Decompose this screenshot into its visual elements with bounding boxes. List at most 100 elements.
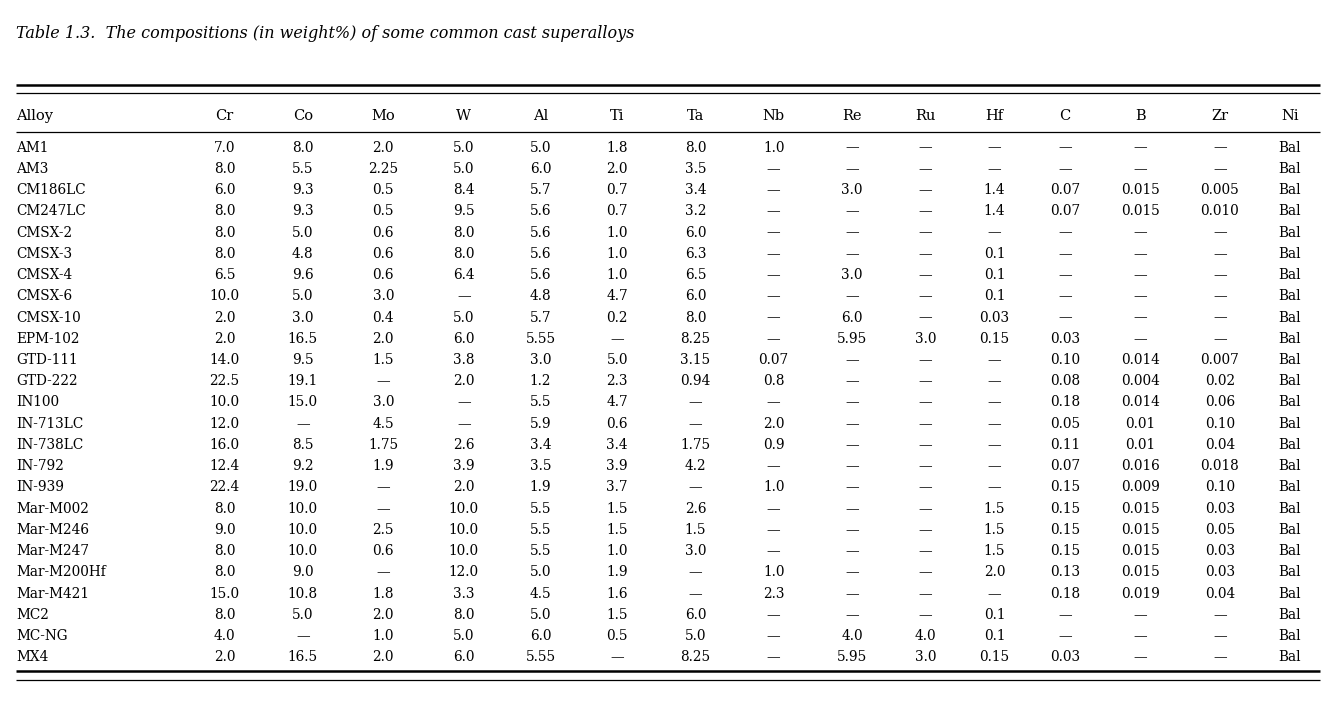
Text: Re: Re (843, 109, 861, 123)
Text: 10.0: 10.0 (287, 544, 318, 558)
Text: —: — (987, 587, 1001, 600)
Text: CMSX-4: CMSX-4 (16, 268, 72, 282)
Text: Ti: Ti (610, 109, 625, 123)
Text: 2.3: 2.3 (606, 375, 629, 388)
Text: —: — (918, 375, 933, 388)
Text: —: — (1213, 651, 1227, 664)
Text: 10.0: 10.0 (210, 290, 239, 303)
Text: 0.04: 0.04 (1205, 587, 1235, 600)
Text: 8.0: 8.0 (214, 205, 235, 218)
Text: —: — (1213, 608, 1227, 622)
Text: 3.9: 3.9 (453, 459, 474, 473)
Text: —: — (610, 651, 625, 664)
Text: 1.0: 1.0 (763, 566, 784, 579)
Text: 8.25: 8.25 (680, 651, 711, 664)
Text: Ni: Ni (1281, 109, 1298, 123)
Text: 19.1: 19.1 (287, 375, 318, 388)
Text: Cr: Cr (215, 109, 234, 123)
Text: 5.6: 5.6 (530, 247, 552, 261)
Text: —: — (1134, 332, 1147, 346)
Text: 0.07: 0.07 (759, 353, 788, 367)
Text: 5.0: 5.0 (530, 141, 552, 154)
Text: Mar-M247: Mar-M247 (16, 544, 89, 558)
Text: —: — (918, 247, 933, 261)
Text: IN100: IN100 (16, 396, 58, 409)
Text: 0.015: 0.015 (1120, 544, 1160, 558)
Text: —: — (1058, 247, 1073, 261)
Text: —: — (767, 183, 780, 197)
Text: —: — (457, 290, 470, 303)
Text: 6.0: 6.0 (453, 332, 474, 346)
Text: —: — (918, 608, 933, 622)
Text: Nb: Nb (763, 109, 784, 123)
Text: 0.03: 0.03 (1050, 332, 1080, 346)
Text: 4.0: 4.0 (214, 629, 235, 643)
Text: 0.6: 0.6 (372, 247, 393, 261)
Text: 1.5: 1.5 (983, 502, 1005, 515)
Text: —: — (845, 226, 859, 239)
Text: 5.0: 5.0 (292, 290, 314, 303)
Text: 0.03: 0.03 (1205, 544, 1235, 558)
Text: 6.5: 6.5 (214, 268, 235, 282)
Text: —: — (1134, 651, 1147, 664)
Text: 3.0: 3.0 (372, 396, 393, 409)
Text: —: — (1213, 629, 1227, 643)
Text: 1.0: 1.0 (606, 247, 629, 261)
Text: 4.5: 4.5 (530, 587, 552, 600)
Text: CMSX-2: CMSX-2 (16, 226, 72, 239)
Text: —: — (918, 205, 933, 218)
Text: 5.6: 5.6 (530, 226, 552, 239)
Text: 5.5: 5.5 (530, 502, 552, 515)
Text: 3.0: 3.0 (684, 544, 706, 558)
Text: 10.0: 10.0 (287, 523, 318, 537)
Text: 0.03: 0.03 (1205, 566, 1235, 579)
Text: 0.10: 0.10 (1205, 481, 1235, 494)
Text: 0.015: 0.015 (1120, 183, 1160, 197)
Text: 0.13: 0.13 (1050, 566, 1080, 579)
Text: —: — (457, 396, 470, 409)
Text: Bal: Bal (1278, 268, 1301, 282)
Text: Mar-M002: Mar-M002 (16, 502, 89, 515)
Text: 0.015: 0.015 (1120, 205, 1160, 218)
Text: —: — (1213, 141, 1227, 154)
Text: 0.009: 0.009 (1120, 481, 1160, 494)
Text: 8.0: 8.0 (214, 226, 235, 239)
Text: 2.0: 2.0 (372, 608, 393, 622)
Text: —: — (987, 481, 1001, 494)
Text: 12.0: 12.0 (210, 417, 239, 430)
Text: —: — (845, 162, 859, 176)
Text: —: — (457, 417, 470, 430)
Text: 9.3: 9.3 (292, 205, 314, 218)
Text: —: — (1134, 162, 1147, 176)
Text: 0.05: 0.05 (1205, 523, 1235, 537)
Text: 2.6: 2.6 (453, 438, 474, 452)
Text: 0.6: 0.6 (372, 544, 393, 558)
Text: 5.5: 5.5 (292, 162, 314, 176)
Text: —: — (918, 417, 933, 430)
Text: 0.016: 0.016 (1120, 459, 1160, 473)
Text: GTD-111: GTD-111 (16, 353, 77, 367)
Text: 3.5: 3.5 (530, 459, 552, 473)
Text: —: — (918, 311, 933, 324)
Text: 1.0: 1.0 (372, 629, 393, 643)
Text: 1.5: 1.5 (606, 608, 629, 622)
Text: 5.55: 5.55 (525, 332, 556, 346)
Text: 0.015: 0.015 (1120, 523, 1160, 537)
Text: 0.5: 0.5 (372, 183, 393, 197)
Text: GTD-222: GTD-222 (16, 375, 77, 388)
Text: 8.0: 8.0 (453, 226, 474, 239)
Text: 1.0: 1.0 (606, 226, 629, 239)
Text: —: — (918, 268, 933, 282)
Text: CMSX-3: CMSX-3 (16, 247, 72, 261)
Text: —: — (376, 502, 391, 515)
Text: 5.95: 5.95 (837, 332, 867, 346)
Text: —: — (1213, 162, 1227, 176)
Text: IN-939: IN-939 (16, 481, 64, 494)
Text: 6.0: 6.0 (684, 608, 706, 622)
Text: CM247LC: CM247LC (16, 205, 85, 218)
Text: 0.1: 0.1 (983, 290, 1005, 303)
Text: —: — (918, 523, 933, 537)
Text: 3.0: 3.0 (841, 183, 863, 197)
Text: Bal: Bal (1278, 396, 1301, 409)
Text: —: — (918, 544, 933, 558)
